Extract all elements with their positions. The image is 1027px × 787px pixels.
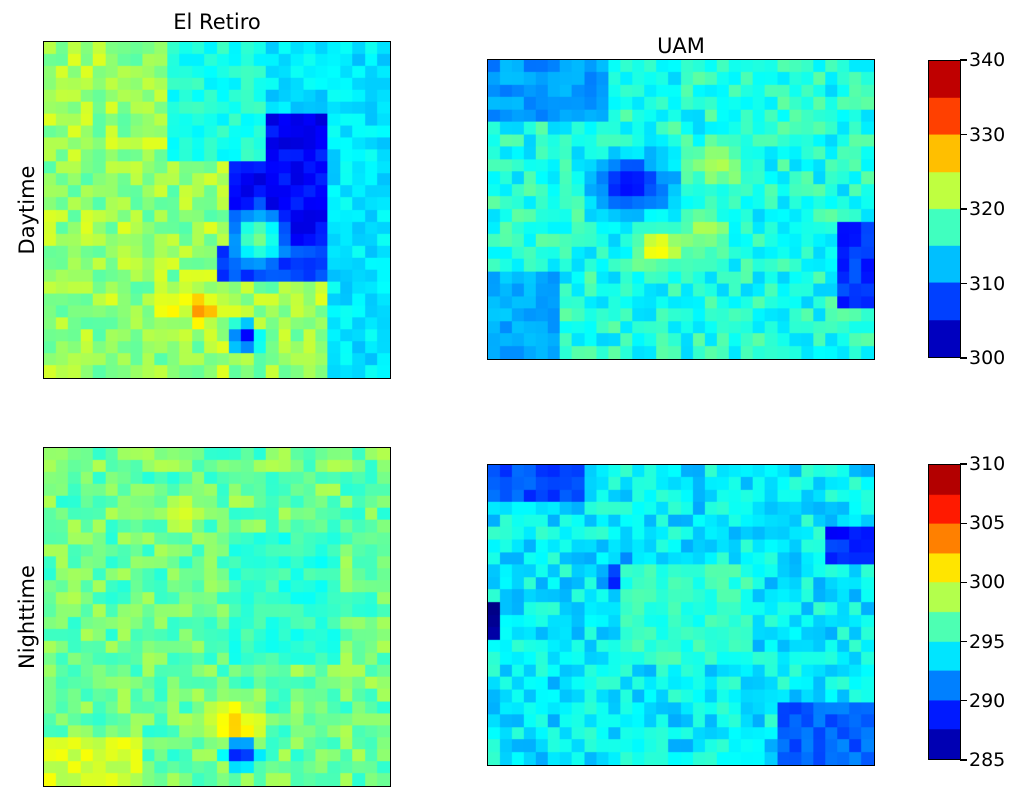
title-el-retiro: El Retiro bbox=[173, 10, 261, 34]
colorbar-tick bbox=[960, 581, 967, 584]
colorbar-tick-label: 310 bbox=[969, 272, 1006, 295]
colorbar-daytime bbox=[928, 60, 961, 358]
colorbar-tick bbox=[960, 641, 967, 643]
heatmap-el-retiro-daytime-cells bbox=[44, 42, 390, 378]
colorbar-tick bbox=[960, 282, 967, 285]
row-label-daytime: Daytime bbox=[15, 165, 39, 255]
heatmap-el-retiro-nighttime bbox=[43, 447, 391, 787]
colorbar-nighttime-gradient bbox=[929, 465, 960, 759]
colorbar-nighttime bbox=[928, 464, 961, 760]
colorbar-tick bbox=[960, 522, 967, 524]
colorbar-tick-label: 290 bbox=[969, 689, 1006, 712]
colorbar-tick bbox=[960, 463, 967, 465]
colorbar-tick-label: 330 bbox=[969, 123, 1006, 146]
heatmap-el-retiro-nighttime-cells bbox=[44, 448, 390, 786]
colorbar-tick-label: 305 bbox=[969, 512, 1006, 535]
colorbar-daytime-gradient bbox=[929, 61, 960, 357]
colorbar-tick-label: 340 bbox=[969, 49, 1006, 71]
row-label-nighttime: Nighttime bbox=[15, 565, 39, 669]
heatmap-el-retiro-daytime bbox=[43, 41, 391, 379]
colorbar-tick-label: 310 bbox=[969, 453, 1006, 475]
colorbar-tick-label: 300 bbox=[969, 347, 1006, 369]
colorbar-tick bbox=[960, 133, 967, 136]
colorbar-tick bbox=[960, 759, 967, 761]
title-uam: UAM bbox=[657, 34, 705, 58]
heatmap-uam-daytime bbox=[487, 59, 875, 360]
heatmap-uam-daytime-cells bbox=[488, 60, 874, 359]
colorbar-tick bbox=[960, 208, 967, 210]
colorbar-tick bbox=[960, 700, 967, 702]
colorbar-tick-label: 320 bbox=[969, 198, 1006, 220]
colorbar-tick-label: 295 bbox=[969, 630, 1006, 653]
colorbar-tick bbox=[960, 357, 967, 359]
colorbar-tick-label: 285 bbox=[969, 749, 1006, 771]
heatmap-uam-nighttime-cells bbox=[488, 465, 874, 765]
colorbar-tick-label: 300 bbox=[969, 571, 1006, 594]
heatmap-uam-nighttime bbox=[487, 464, 875, 766]
colorbar-tick bbox=[960, 59, 967, 61]
